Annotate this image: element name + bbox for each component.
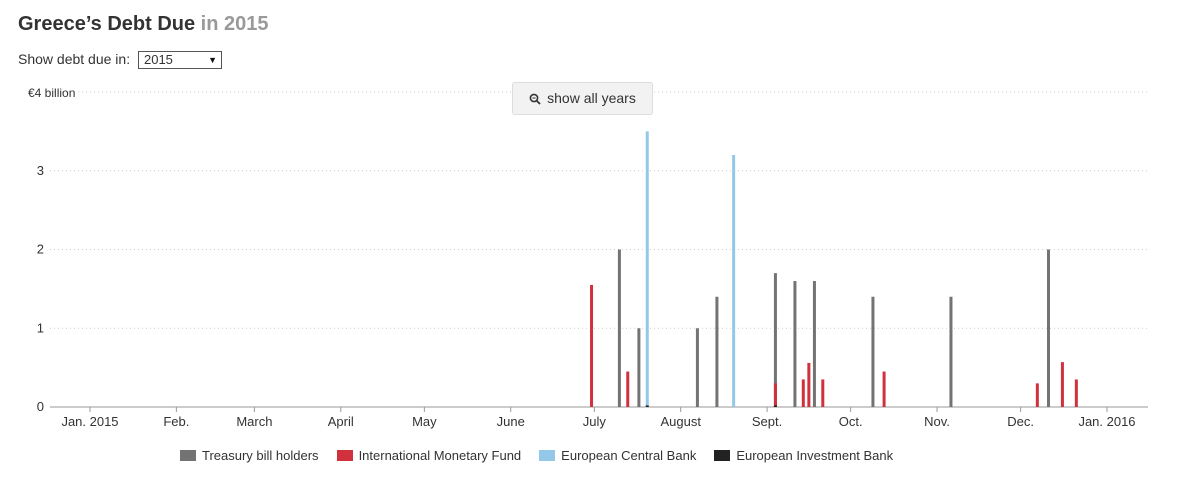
x-tick-label: Sept. — [752, 414, 782, 429]
bar-imf — [807, 362, 811, 407]
bar-imf — [801, 379, 805, 407]
legend-label: International Monetary Fund — [358, 448, 522, 463]
bar-treasury — [715, 296, 719, 407]
x-tick-label: Jan. 2015 — [61, 414, 118, 429]
bar-treasury — [812, 281, 816, 407]
bar-treasury — [871, 296, 875, 407]
legend-label: European Central Bank — [561, 448, 697, 463]
zoom-icon — [529, 93, 541, 105]
bar-treasury — [1046, 249, 1050, 407]
bar-imf — [590, 284, 594, 407]
x-tick-label: Jan. 2016 — [1078, 414, 1135, 429]
x-tick-label: August — [660, 414, 701, 429]
year-selector-row: Show debt due in: 2015 ▼ — [18, 51, 222, 70]
legend-swatch — [180, 450, 196, 461]
bar-imf — [773, 383, 777, 407]
x-tick-label: Feb. — [163, 414, 189, 429]
bar-imf — [1074, 379, 1078, 407]
chart-title: Greece’s Debt Due in 2015 — [18, 13, 269, 36]
x-tick-label: March — [236, 414, 272, 429]
show-all-years-label: show all years — [547, 90, 636, 106]
bar-eib — [773, 405, 777, 407]
year-selector-label: Show debt due in: — [18, 51, 131, 67]
bar-imf — [626, 371, 630, 407]
legend-item: Treasury bill holders — [180, 448, 319, 463]
x-tick-label: April — [328, 414, 354, 429]
legend-swatch — [539, 450, 556, 461]
y-tick-label: 0 — [37, 399, 44, 414]
caret-down-icon: ▼ — [208, 55, 217, 66]
year-select[interactable]: 2015 ▼ — [137, 51, 222, 70]
bar-treasury — [793, 281, 797, 407]
chart-title-main: Greece’s Debt Due — [18, 13, 196, 35]
bar-treasury — [773, 273, 777, 407]
y-tick-label: 1 — [37, 320, 44, 335]
x-tick-label: May — [412, 414, 437, 429]
bar-imf — [1060, 362, 1064, 407]
bar-treasury — [949, 296, 953, 407]
show-all-years-button[interactable]: show all years — [512, 82, 653, 115]
chart-title-year: in 2015 — [200, 13, 269, 35]
bar-treasury — [637, 328, 641, 407]
chart-legend: Treasury bill holders International Monet… — [180, 448, 911, 463]
legend-label: European Investment Bank — [736, 448, 894, 463]
bar-ecb — [732, 155, 736, 407]
y-tick-label: 3 — [37, 163, 44, 178]
legend-item: European Investment Bank — [714, 448, 893, 463]
x-tick-label: Dec. — [1007, 414, 1034, 429]
legend-item: European Central Bank — [539, 448, 696, 463]
legend-label: Treasury bill holders — [202, 448, 319, 463]
legend-swatch — [336, 450, 353, 461]
legend-item: International Monetary Fund — [336, 448, 522, 463]
bar-treasury — [695, 328, 699, 407]
bar-eib — [645, 405, 649, 407]
x-tick-label: Nov. — [924, 414, 950, 429]
bar-treasury — [617, 249, 621, 407]
bar-imf — [882, 371, 886, 407]
x-tick-label: June — [497, 414, 525, 429]
bar-imf — [1035, 383, 1039, 407]
y-tick-label: 2 — [37, 242, 44, 257]
x-tick-label: July — [583, 414, 607, 429]
x-tick-label: Oct. — [839, 414, 863, 429]
legend-swatch — [714, 450, 731, 461]
year-select-value: 2015 — [143, 52, 173, 68]
bar-ecb — [645, 131, 649, 407]
bar-imf — [821, 379, 825, 407]
y-tick-label: €4 billion — [28, 86, 75, 100]
